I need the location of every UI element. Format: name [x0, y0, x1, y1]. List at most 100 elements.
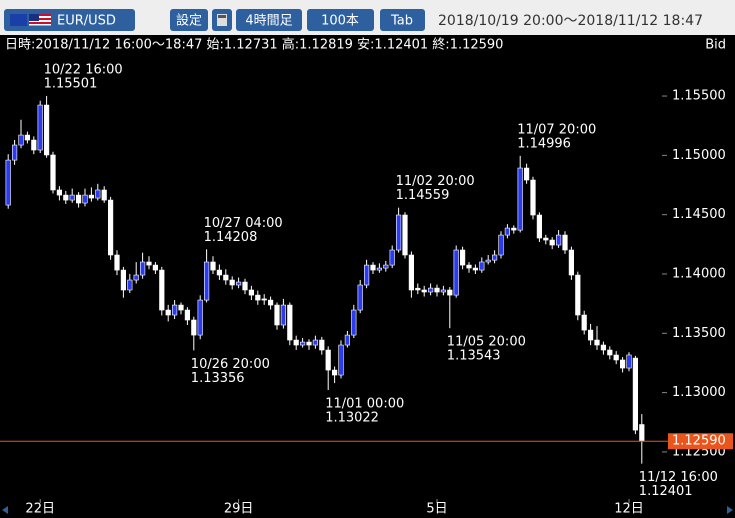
- candle-body: [472, 267, 479, 271]
- ohlc-info: 日時:2018/11/12 16:00～18:47 始:1.12731 高:1.…: [5, 37, 503, 53]
- candle-body: [357, 284, 363, 311]
- candle-body: [408, 254, 415, 291]
- candle-body: [184, 309, 191, 321]
- scroll-right[interactable]: [727, 506, 733, 514]
- settings-button[interactable]: 設定: [170, 9, 208, 31]
- candle-body: [229, 279, 235, 286]
- annotation-time: 10/26 20:00: [191, 357, 270, 372]
- candle-body: [338, 344, 344, 376]
- candle-body: [491, 254, 498, 261]
- candle-body: [511, 227, 517, 231]
- tab-button[interactable]: Tab: [380, 9, 425, 31]
- candle-body: [287, 304, 293, 341]
- symbol-label: EUR/USD: [57, 14, 116, 29]
- annotation-time: 10/22 16:00: [44, 62, 123, 77]
- candle-body: [293, 339, 299, 346]
- candle-body: [210, 261, 216, 271]
- candle-body: [351, 309, 357, 336]
- candle-body: [434, 287, 440, 293]
- x-tick-label: 12日: [614, 502, 644, 517]
- annotation-time: 11/02 20:00: [396, 174, 475, 189]
- candle-body: [280, 304, 287, 326]
- annotation-value: 1.12401: [639, 484, 693, 499]
- candle-body: [114, 254, 120, 271]
- candle-body: [204, 261, 210, 301]
- y-tick-label: 1.13000: [672, 385, 726, 400]
- candle-body: [31, 139, 37, 151]
- candle-body: [299, 341, 306, 346]
- candle-body: [447, 289, 453, 296]
- annotation-value: 1.13543: [447, 349, 501, 364]
- candle-body: [459, 249, 466, 266]
- candle-body: [274, 304, 280, 326]
- annotation-value: 1.14208: [204, 230, 258, 245]
- calculator-button[interactable]: [212, 9, 232, 31]
- candle-body: [504, 227, 511, 236]
- annotation-value: 1.13356: [191, 371, 245, 386]
- timeframe-button[interactable]: 4時間足: [236, 9, 302, 31]
- date-range: 2018/10/19 20:00～2018/11/12 18:47: [438, 13, 703, 29]
- y-tick-label: 1.15000: [672, 148, 726, 163]
- candle-body: [575, 274, 581, 316]
- candle-body: [466, 264, 472, 269]
- candle-body: [56, 189, 62, 196]
- candle-body: [197, 299, 203, 336]
- candle-body: [159, 269, 165, 311]
- candle-body: [261, 298, 267, 301]
- annotation-value: 1.15501: [44, 76, 98, 91]
- candle-body: [248, 289, 255, 296]
- candle-body: [600, 344, 606, 351]
- candle-body: [331, 369, 338, 376]
- candle-body: [236, 281, 242, 286]
- annotation-value: 1.14559: [396, 188, 450, 203]
- candle-body: [178, 304, 184, 311]
- candle-body: [306, 341, 312, 346]
- candle-body: [43, 104, 50, 156]
- candle-body: [395, 214, 402, 251]
- info-bar: [0, 35, 735, 55]
- candle-body: [325, 349, 331, 371]
- candle-body: [517, 167, 523, 231]
- candle-body: [415, 287, 421, 291]
- scroll-left[interactable]: [2, 506, 8, 514]
- candle-body: [440, 289, 447, 293]
- candle-body: [402, 214, 408, 256]
- candle-body: [223, 274, 229, 281]
- candle-body: [376, 267, 383, 271]
- candle-body: [370, 264, 376, 271]
- annotation-time: 11/07 20:00: [517, 122, 596, 137]
- candle-body: [568, 249, 574, 276]
- candle-body: [427, 287, 434, 293]
- candle-body: [69, 194, 75, 201]
- y-tick-label: 1.15500: [672, 89, 726, 104]
- candle-body: [530, 179, 536, 216]
- symbol-button[interactable]: EUR/USD: [4, 9, 135, 31]
- candle-body: [543, 237, 549, 241]
- annotation-time: 11/12 16:00: [639, 470, 718, 485]
- annotation-value: 1.14996: [517, 136, 571, 151]
- candle-body: [581, 314, 587, 331]
- last-price-label: 1.12590: [672, 434, 726, 449]
- y-tick-label: 1.14500: [672, 207, 726, 222]
- annotation-time: 10/27 04:00: [204, 216, 283, 231]
- candle-body: [191, 319, 197, 336]
- candle-body: [549, 239, 555, 246]
- button-label: 設定: [176, 13, 202, 29]
- button-label: 4時間足: [245, 14, 292, 29]
- candle-body: [24, 134, 31, 141]
- candle-body: [127, 279, 133, 291]
- count-button[interactable]: 100本: [307, 9, 374, 31]
- candle-body: [562, 234, 568, 251]
- x-tick-label: 29日: [224, 502, 254, 517]
- candle-body: [536, 214, 542, 239]
- last-price-box: [668, 433, 733, 450]
- candle-body: [133, 274, 139, 281]
- button-label: 100本: [321, 14, 359, 29]
- candle-body: [82, 194, 88, 204]
- candle-body: [587, 329, 594, 341]
- candle-body: [255, 294, 261, 301]
- annotation-time: 11/01 00:00: [325, 396, 404, 411]
- candle-body: [152, 264, 159, 271]
